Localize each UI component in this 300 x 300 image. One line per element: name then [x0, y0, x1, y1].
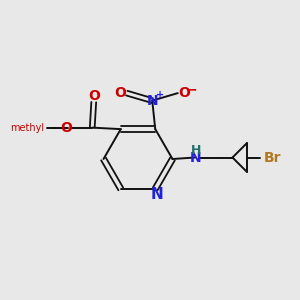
- Text: −: −: [185, 82, 197, 97]
- Text: O: O: [114, 85, 126, 100]
- Text: Br: Br: [263, 151, 281, 164]
- Text: N: N: [150, 187, 163, 202]
- Text: H: H: [191, 143, 201, 157]
- Text: methyl: methyl: [10, 123, 44, 133]
- Text: N: N: [146, 94, 158, 108]
- Text: +: +: [156, 90, 164, 100]
- Text: O: O: [60, 121, 72, 135]
- Text: O: O: [178, 85, 190, 100]
- Text: N: N: [190, 151, 202, 164]
- Text: O: O: [88, 88, 100, 103]
